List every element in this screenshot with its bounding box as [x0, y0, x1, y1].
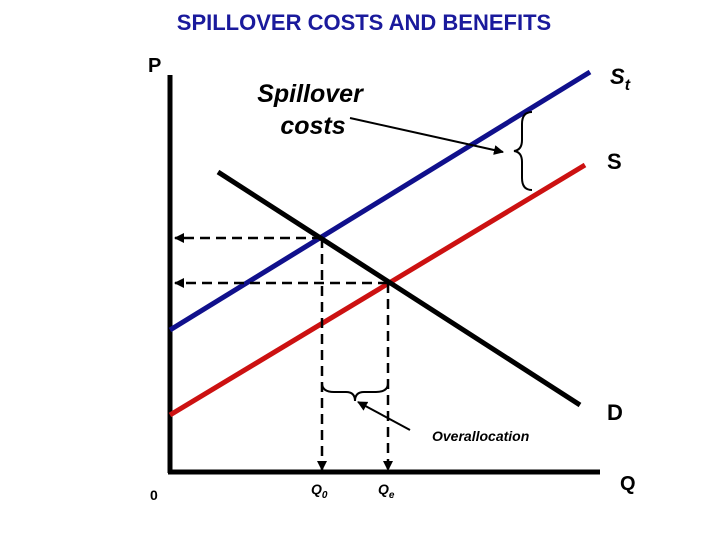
spillover-label: Spillover [257, 80, 364, 108]
origin-label: 0 [150, 487, 158, 503]
label-sub: 0 [322, 490, 328, 501]
label-main: Q [311, 481, 322, 497]
x-axis-label: Q [620, 473, 636, 495]
q0-label: Q0 [311, 481, 328, 501]
label-main: Q [378, 481, 389, 497]
qe-label: Qe [378, 481, 395, 501]
title: SPILLOVER COSTS AND BENEFITS [177, 10, 551, 35]
supply-total-curve [168, 69, 592, 333]
demand-label: D [607, 400, 623, 425]
overallocation-brace [321, 382, 389, 402]
supply-label: S [607, 149, 622, 174]
spillover-label: costs [280, 112, 345, 140]
label-sub: t [625, 77, 631, 94]
spillover-brace [513, 111, 533, 191]
label-sub: e [389, 490, 395, 501]
supply-total-label: St [610, 64, 631, 94]
overallocation-arrow [357, 401, 411, 431]
overallocation-label: Overallocation [432, 428, 529, 444]
y-axis-label: P [148, 55, 161, 77]
demand-curve [216, 169, 582, 408]
spillover-arrow [349, 117, 504, 155]
supply-curve [168, 162, 587, 418]
label-main: S [610, 64, 625, 89]
